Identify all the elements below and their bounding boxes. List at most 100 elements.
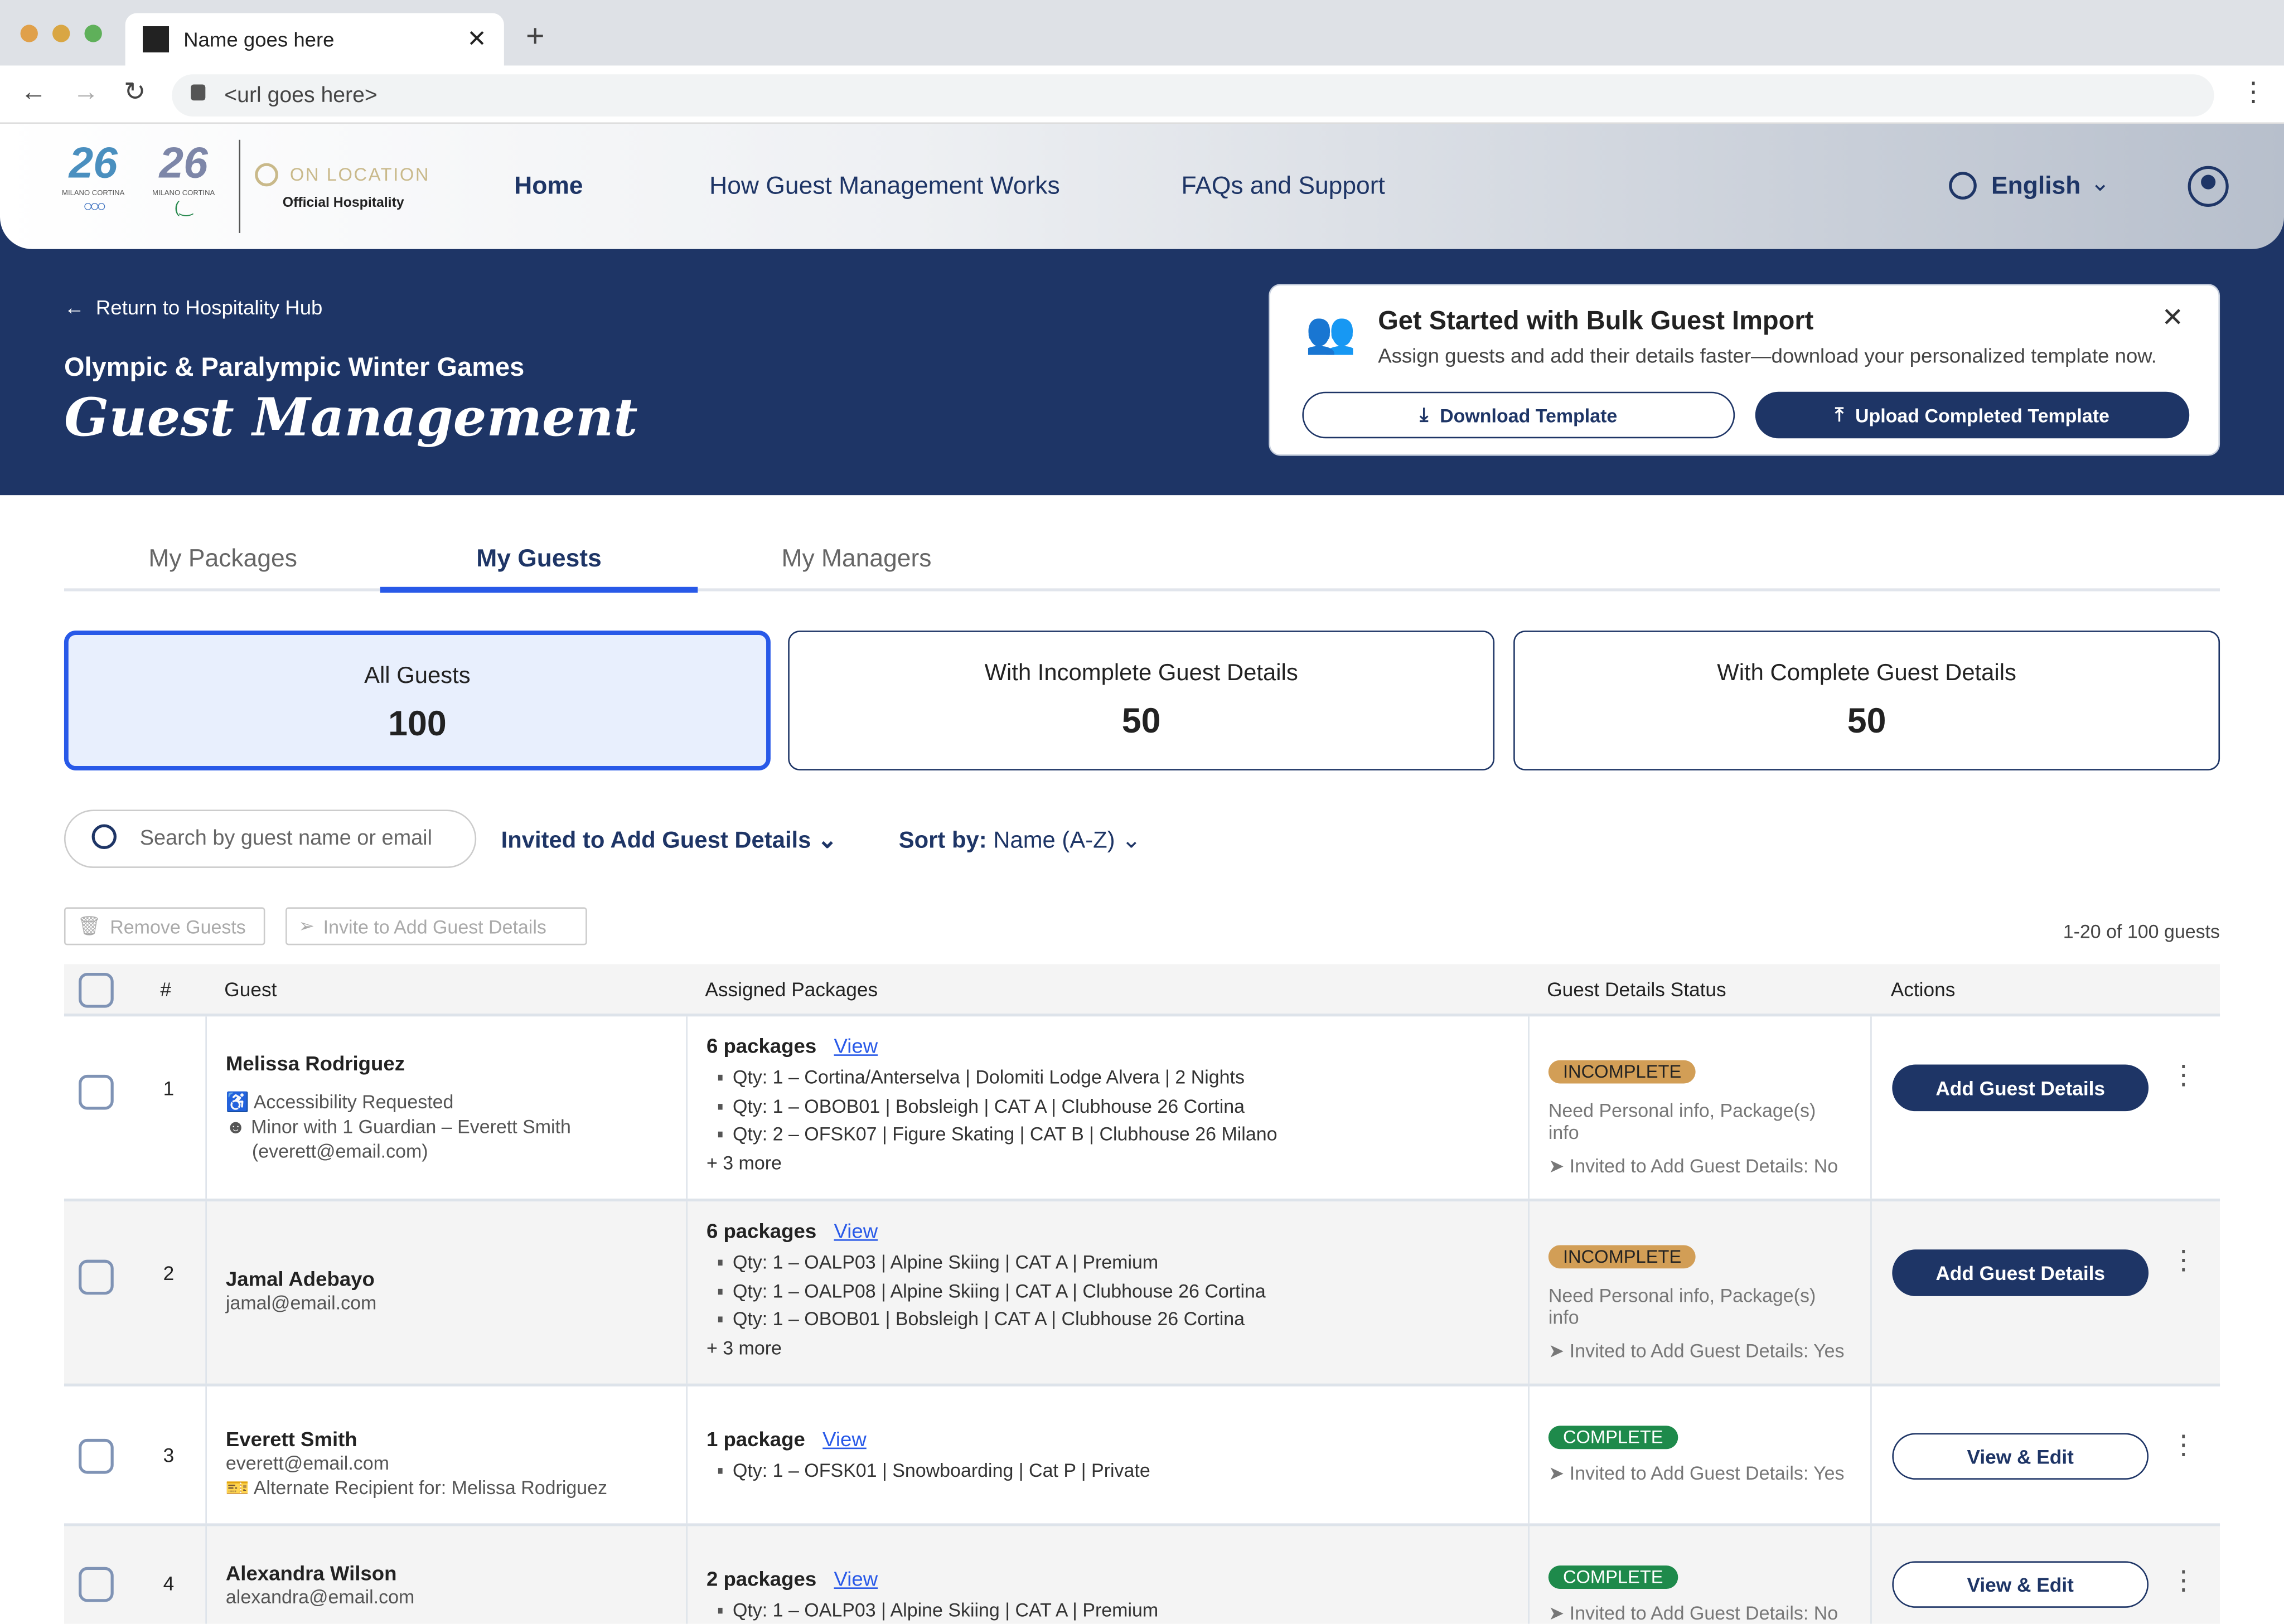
row-checkbox[interactable] — [79, 1438, 114, 1474]
upload-icon: ⤒ — [1835, 403, 1844, 425]
pagination-count: 1-20 of 100 guests — [2063, 920, 2220, 943]
close-window-button[interactable] — [20, 25, 38, 42]
more-packages[interactable]: + 3 more — [706, 1336, 782, 1358]
add-guest-details-button[interactable]: Add Guest Details — [1892, 1249, 2149, 1296]
select-all-checkbox[interactable] — [79, 972, 114, 1008]
button-label: Add Guest Details — [1935, 1077, 2106, 1099]
alt-label: Alternate Recipient for: — [253, 1476, 447, 1499]
view-edit-button[interactable]: View & Edit — [1892, 1561, 2149, 1608]
on-location-logo-icon — [255, 163, 278, 187]
actions-cell: Add Guest Details — [1870, 1016, 2220, 1199]
minimize-window-button[interactable] — [52, 25, 70, 42]
browser-tab[interactable]: Name goes here ✕ — [125, 13, 504, 66]
search-input[interactable]: Search by guest name or email — [64, 809, 477, 868]
invited-status: Invited to Add Guest Details: Yes — [1569, 1340, 1845, 1362]
view-packages-link[interactable]: View — [834, 1567, 878, 1591]
upload-template-button[interactable]: ⤒ Upload Completed Template — [1755, 391, 2190, 439]
brand-name: ON LOCATION — [289, 164, 430, 185]
view-packages-link[interactable]: View — [822, 1427, 867, 1451]
group-icon: 👥 — [1305, 310, 1356, 356]
row-number: 4 — [163, 1573, 175, 1595]
row-number: 1 — [163, 1078, 175, 1100]
card-complete[interactable]: With Complete Guest Details 50 — [1513, 631, 2220, 770]
close-tab-icon[interactable]: ✕ — [467, 27, 487, 53]
row-checkbox[interactable] — [79, 1259, 114, 1295]
upload-label: Upload Completed Template — [1855, 404, 2109, 426]
guest-cell: Alexandra Wilson alexandra@email.com — [205, 1526, 686, 1624]
table-row: 4 Alexandra Wilson alexandra@email.com 2 … — [64, 1526, 2220, 1624]
tab-title: Name goes here — [183, 27, 335, 51]
close-icon[interactable]: ✕ — [2161, 303, 2184, 332]
invite-button[interactable]: ➢ Invite to Add Guest Details — [286, 907, 587, 946]
more-options-icon[interactable]: ⋮ — [2170, 1565, 2197, 1595]
invited-filter-dropdown[interactable]: Invited to Add Guest Details ⌄ — [501, 826, 837, 855]
maximize-window-button[interactable] — [84, 25, 102, 42]
card-value: 50 — [1847, 702, 1886, 741]
chevron-down-icon: ⌄ — [1121, 828, 1141, 854]
card-label: With Complete Guest Details — [1717, 661, 2016, 686]
remove-guests-button[interactable]: 🗑 Remove Guests — [64, 907, 265, 946]
download-template-button[interactable]: ⤓ Download Template — [1302, 391, 1735, 439]
browser-menu-icon[interactable]: ⋮ — [2240, 77, 2267, 106]
new-tab-icon[interactable]: + — [526, 17, 545, 54]
chevron-down-icon[interactable]: ⌄ — [2090, 172, 2110, 197]
alt-name: Melissa Rodriguez — [451, 1476, 608, 1499]
actions-cell: View & Edit — [1870, 1526, 2220, 1624]
table-row: 1 Melissa Rodriguez ♿ Accessibility Reque… — [64, 1016, 2220, 1202]
card-all-guests[interactable]: All Guests 100 — [64, 631, 771, 770]
language-selector[interactable]: English — [1991, 172, 2081, 200]
back-link[interactable]: ← Return to Hospitality Hub — [64, 295, 323, 319]
forward-icon[interactable]: → — [72, 77, 99, 106]
back-icon[interactable]: ← — [20, 77, 47, 106]
site-header — [0, 124, 2284, 249]
sort-dropdown[interactable]: Sort by: Name (A-Z) ⌄ — [899, 826, 1141, 855]
brand-subtitle: Official Hospitality — [282, 195, 404, 211]
more-options-icon[interactable]: ⋮ — [2170, 1245, 2197, 1274]
user-account-icon[interactable] — [2188, 166, 2229, 207]
tab-my-packages[interactable]: My Packages — [148, 544, 297, 573]
more-packages[interactable]: + 3 more — [706, 1151, 782, 1174]
status-badge: COMPLETE — [1548, 1426, 1678, 1450]
reload-icon[interactable]: ↻ — [124, 77, 146, 106]
nav-home[interactable]: Home — [514, 172, 583, 200]
view-packages-link[interactable]: View — [834, 1034, 878, 1058]
url-text: <url goes here> — [224, 83, 378, 108]
view-edit-button[interactable]: View & Edit — [1892, 1433, 2149, 1480]
nav-faqs[interactable]: FAQs and Support — [1181, 172, 1385, 200]
tab-my-managers[interactable]: My Managers — [781, 544, 932, 573]
note-text: Minor with 1 Guardian – Everett Smith (e… — [251, 1115, 571, 1162]
row-checkbox[interactable] — [79, 1567, 114, 1602]
button-label: View & Edit — [1967, 1445, 2074, 1467]
packages-cell: 6 packages View Qty: 1 – OALP03 | Alpine S… — [686, 1201, 1528, 1384]
url-input[interactable]: <url goes here> — [172, 74, 2214, 117]
more-options-icon[interactable]: ⋮ — [2170, 1060, 2197, 1089]
chevron-down-icon: ⌄ — [817, 828, 838, 854]
status-cell: COMPLETE ➤ Invited to Add Guest Details: … — [1528, 1526, 1870, 1624]
invite-label: Invite to Add Guest Details — [323, 915, 546, 937]
nav-how-it-works[interactable]: How Guest Management Works — [709, 172, 1060, 200]
card-incomplete[interactable]: With Incomplete Guest Details 50 — [788, 631, 1495, 770]
table-row: 3 Everett Smith everett@email.com 🎫 Altern… — [64, 1386, 2220, 1526]
tabs-divider — [64, 588, 2220, 592]
row-checkbox[interactable] — [79, 1074, 114, 1110]
globe-icon — [1949, 172, 1977, 200]
invited-status: Invited to Add Guest Details: No — [1569, 1155, 1838, 1177]
add-guest-details-button[interactable]: Add Guest Details — [1892, 1064, 2149, 1112]
package-count: 6 packages — [706, 1034, 817, 1058]
status-cell: INCOMPLETE Need Personal info, Package(s)… — [1528, 1016, 1870, 1199]
button-label: View & Edit — [1967, 1573, 2074, 1596]
download-icon: ⤓ — [1420, 403, 1429, 425]
package-count: 6 packages — [706, 1219, 817, 1243]
filter-label: Invited to Add Guest Details — [501, 828, 811, 854]
view-packages-link[interactable]: View — [834, 1219, 878, 1243]
missing-info: Need Personal info, Package(s) info — [1548, 1099, 1816, 1143]
download-label: Download Template — [1440, 404, 1618, 426]
guest-name: Melissa Rodriguez — [225, 1051, 405, 1075]
actions-cell: Add Guest Details — [1870, 1201, 2220, 1384]
lock-icon — [191, 84, 206, 101]
more-options-icon[interactable]: ⋮ — [2170, 1430, 2197, 1460]
package-count: 1 package — [706, 1427, 805, 1451]
tab-my-guests[interactable]: My Guests — [476, 544, 602, 573]
col-packages: Assigned Packages — [705, 978, 878, 1001]
card-value: 100 — [388, 705, 447, 744]
